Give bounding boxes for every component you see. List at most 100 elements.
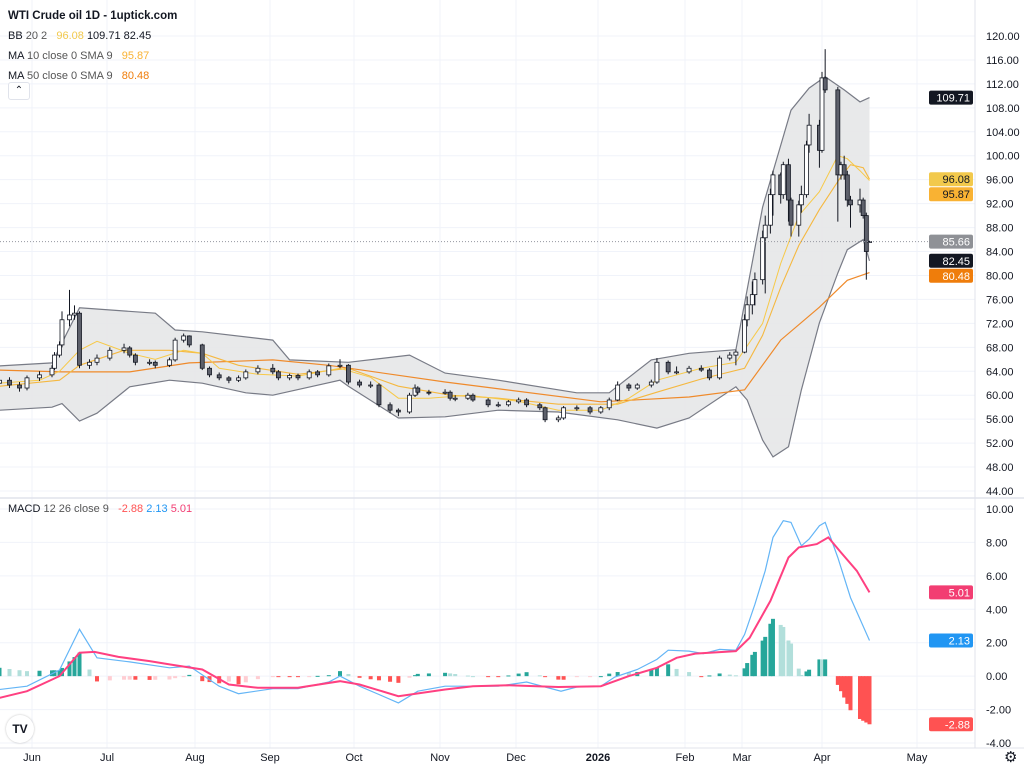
candle-body xyxy=(648,381,654,386)
candle-body xyxy=(17,384,22,389)
bb-params: 20 2 xyxy=(25,30,48,42)
chevron-up-icon: ⌃ xyxy=(14,85,24,96)
price-tag-label: 95.87 xyxy=(942,189,970,201)
candle-body xyxy=(121,347,127,351)
macd-histogram-bar xyxy=(287,676,292,678)
time-axis-tick-label: Feb xyxy=(676,752,695,764)
macd-histogram-bar xyxy=(443,672,448,677)
price-tag-label: 109.71 xyxy=(936,93,970,105)
price-axis-tick-label: 48.00 xyxy=(986,462,1014,474)
candle-body xyxy=(52,354,57,369)
price-axis-tick-label: 120.00 xyxy=(986,31,1020,43)
macd-axis-tick-label: -2.00 xyxy=(986,705,1011,717)
macd-histogram-bar xyxy=(598,676,603,678)
legend-ma50[interactable]: MA 50 close 0 SMA 9 80.48 xyxy=(8,66,177,86)
bb-label: BB xyxy=(8,30,23,42)
candle xyxy=(275,370,281,381)
candle-body xyxy=(615,384,621,401)
candle xyxy=(24,375,30,391)
candle-body xyxy=(707,369,712,379)
candle-body xyxy=(186,335,192,346)
macd-histogram-bar xyxy=(817,659,822,677)
candle-body xyxy=(275,371,281,379)
legend-bb[interactable]: BB 20 2 96.08 109.71 82.45 xyxy=(8,26,177,46)
macd-histogram-bar xyxy=(770,618,775,677)
price-tag: 109.71 xyxy=(929,90,973,105)
candle xyxy=(152,360,158,369)
candle xyxy=(767,188,773,234)
collapse-legend-button[interactable]: ⌃ xyxy=(8,82,30,100)
macd-histogram-bar xyxy=(167,676,172,680)
candle-body xyxy=(555,417,561,421)
candle xyxy=(634,383,640,390)
macd-histogram-bar xyxy=(226,676,231,682)
candle-body xyxy=(606,399,612,409)
candle-body xyxy=(760,237,766,281)
candle-body xyxy=(470,394,476,401)
price-tag: 95.87 xyxy=(929,187,973,202)
macd-histogram-bar xyxy=(654,667,659,677)
candle xyxy=(848,195,853,228)
candle xyxy=(648,379,654,388)
candle-body xyxy=(395,409,401,413)
candle-body xyxy=(485,399,491,406)
macd-histogram-bar xyxy=(72,657,77,677)
macd-axis-tick-label: 2.00 xyxy=(986,638,1007,650)
price-tag-label: 96.08 xyxy=(942,174,970,186)
tradingview-logo[interactable]: TV xyxy=(6,715,34,743)
candle xyxy=(835,86,841,222)
candle xyxy=(788,197,794,237)
macd-histogram-bar xyxy=(717,673,722,677)
macd-histogram-bar xyxy=(415,673,420,677)
gear-icon[interactable]: ⚙ xyxy=(1004,749,1018,766)
candle xyxy=(537,402,543,411)
candle xyxy=(524,398,529,408)
macd-histogram-bar xyxy=(181,676,186,678)
candle xyxy=(665,360,671,375)
macd-axis-tick-label: 4.00 xyxy=(986,604,1007,616)
candle xyxy=(707,368,712,381)
candle-body xyxy=(848,199,853,206)
macd-legend[interactable]: MACD 12 26 close 9 -2.88 2.13 5.01 xyxy=(8,503,192,515)
price-tag-bg xyxy=(929,234,973,249)
candle xyxy=(57,341,62,358)
candle-body xyxy=(295,375,301,379)
macd-histogram-bar xyxy=(0,667,2,677)
macd-histogram-bar xyxy=(276,676,281,678)
macd-tag-bg xyxy=(929,633,973,648)
candle-body xyxy=(243,371,249,379)
candle-body xyxy=(806,124,812,146)
macd-histogram-bar xyxy=(486,676,491,678)
candle xyxy=(495,401,501,408)
candle-body xyxy=(72,312,77,316)
candle xyxy=(780,161,786,199)
macd-axis-tick-label: 6.00 xyxy=(986,571,1007,583)
candle xyxy=(686,365,692,374)
macd-histogram-bar xyxy=(674,668,679,677)
candle xyxy=(806,113,812,153)
candle xyxy=(295,373,301,381)
candle xyxy=(337,359,343,369)
legend-ma10[interactable]: MA 10 close 0 SMA 9 95.87 xyxy=(8,46,177,66)
macd-histogram-bar xyxy=(781,626,786,677)
macd-axis-tick-label: -4.00 xyxy=(986,738,1011,750)
candle xyxy=(727,352,733,361)
candle xyxy=(236,375,241,383)
macd-tag-bg xyxy=(929,717,973,732)
macd-hist-value: -2.88 xyxy=(118,503,144,515)
candle-body xyxy=(306,371,312,379)
macd-histogram-bar xyxy=(543,676,548,678)
macd-histogram-bar xyxy=(496,676,501,678)
candle-body xyxy=(767,194,773,226)
candle-body xyxy=(860,199,866,217)
candle-body xyxy=(674,371,679,374)
candle-body xyxy=(407,394,412,413)
chart-title: WTI Crude oil 1D - 1uptick.com xyxy=(8,10,178,22)
candle-body xyxy=(505,401,511,406)
candle xyxy=(615,381,621,402)
macd-histogram-bar xyxy=(7,669,12,677)
macd-histogram-bar xyxy=(796,668,801,677)
candle-body xyxy=(236,377,241,381)
candle xyxy=(516,397,522,404)
